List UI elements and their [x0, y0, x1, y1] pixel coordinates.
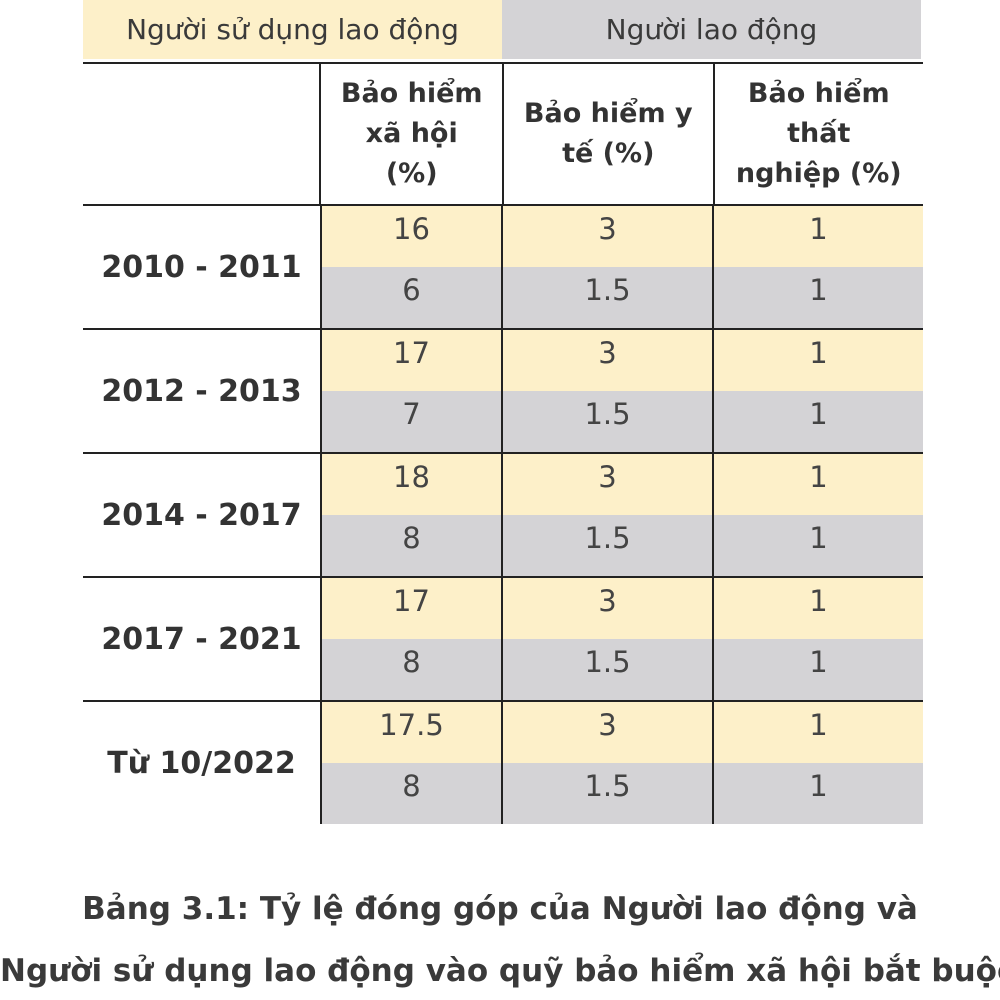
employer-unemployment-value: 1: [712, 578, 923, 639]
employee-health-value: 1.5: [501, 515, 712, 576]
employer-health-value: 3: [501, 330, 712, 391]
employer-unemployment-value: 1: [712, 330, 923, 391]
legend: Người sử dụng lao động Người lao động: [83, 0, 921, 59]
employer-row: 18 3 1: [320, 454, 923, 515]
employee-row: 8 1.5 1: [320, 639, 923, 700]
employee-health-value: 1.5: [501, 391, 712, 452]
values: 17 3 1 8 1.5 1: [320, 578, 923, 700]
header-unemployment-insurance: Bảo hiểm thất nghiệp (%): [712, 64, 924, 204]
employee-row: 6 1.5 1: [320, 267, 923, 328]
employer-row: 17 3 1: [320, 578, 923, 639]
legend-employee: Người lao động: [502, 0, 921, 59]
employee-social-value: 8: [320, 515, 501, 576]
employee-social-value: 8: [320, 763, 501, 824]
values: 17.5 3 1 8 1.5 1: [320, 702, 923, 824]
table-row-group: 2012 - 2013 17 3 1 7 1.5 1: [83, 330, 923, 454]
employee-unemployment-value: 1: [712, 763, 923, 824]
employee-health-value: 1.5: [501, 267, 712, 328]
employee-unemployment-value: 1: [712, 391, 923, 452]
values: 18 3 1 8 1.5 1: [320, 454, 923, 576]
employee-health-value: 1.5: [501, 763, 712, 824]
period-label: 2010 - 2011: [101, 249, 302, 285]
period-label: 2014 - 2017: [101, 497, 302, 533]
employer-unemployment-value: 1: [712, 206, 923, 267]
employer-health-value: 3: [501, 578, 712, 639]
header-health-insurance: Bảo hiểm y tế (%): [502, 64, 713, 204]
employee-row: 8 1.5 1: [320, 515, 923, 576]
legend-employer: Người sử dụng lao động: [83, 0, 502, 59]
table-row-group: 2010 - 2011 16 3 1 6 1.5 1: [83, 206, 923, 330]
employee-social-value: 8: [320, 639, 501, 700]
period-label: 2012 - 2013: [101, 373, 302, 409]
contribution-table: Bảo hiểm xã hội (%) Bảo hiểm y tế (%) Bả…: [83, 62, 923, 824]
employee-social-value: 7: [320, 391, 501, 452]
employer-row: 17 3 1: [320, 330, 923, 391]
employee-unemployment-value: 1: [712, 267, 923, 328]
caption-line-2: Người sử dụng lao động vào quỹ bảo hiểm …: [0, 953, 1000, 989]
employer-social-value: 17: [320, 578, 501, 639]
header-period: [83, 64, 319, 204]
table-row-group: 2017 - 2021 17 3 1 8 1.5 1: [83, 578, 923, 702]
table-row-group: 2014 - 2017 18 3 1 8 1.5 1: [83, 454, 923, 578]
employee-health-value: 1.5: [501, 639, 712, 700]
employer-unemployment-value: 1: [712, 454, 923, 515]
values: 17 3 1 7 1.5 1: [320, 330, 923, 452]
employer-social-value: 16: [320, 206, 501, 267]
employer-social-value: 17: [320, 330, 501, 391]
employee-unemployment-value: 1: [712, 639, 923, 700]
employee-social-value: 6: [320, 267, 501, 328]
employee-row: 8 1.5 1: [320, 763, 923, 824]
period-label: 2017 - 2021: [101, 621, 302, 657]
employer-social-value: 18: [320, 454, 501, 515]
header-social-insurance: Bảo hiểm xã hội (%): [319, 64, 502, 204]
employee-row: 7 1.5 1: [320, 391, 923, 452]
employer-unemployment-value: 1: [712, 702, 923, 763]
employer-social-value: 17.5: [320, 702, 501, 763]
table-row-group: Từ 10/2022 17.5 3 1 8 1.5 1: [83, 702, 923, 824]
employer-health-value: 3: [501, 702, 712, 763]
values: 16 3 1 6 1.5 1: [320, 206, 923, 328]
employer-row: 16 3 1: [320, 206, 923, 267]
table-caption: Bảng 3.1: Tỷ lệ đóng góp của Người lao đ…: [0, 878, 1000, 1000]
employee-unemployment-value: 1: [712, 515, 923, 576]
table-header-row: Bảo hiểm xã hội (%) Bảo hiểm y tế (%) Bả…: [83, 64, 923, 206]
employer-health-value: 3: [501, 206, 712, 267]
employer-health-value: 3: [501, 454, 712, 515]
employer-row: 17.5 3 1: [320, 702, 923, 763]
caption-line-1: Bảng 3.1: Tỷ lệ đóng góp của Người lao đ…: [82, 891, 918, 927]
period-label: Từ 10/2022: [107, 745, 296, 781]
